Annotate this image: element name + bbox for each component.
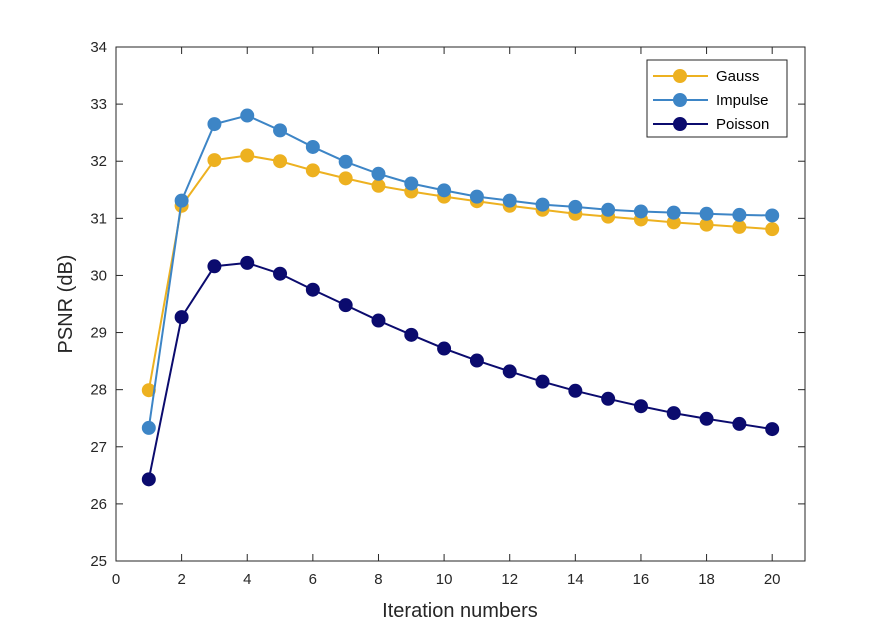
legend-entry-gauss: Gauss (653, 68, 759, 85)
y-tick-label: 28 (90, 382, 107, 399)
data-point-impulse (633, 204, 648, 219)
data-point-poisson (765, 422, 780, 437)
y-tick-label: 32 (90, 153, 107, 170)
data-point-impulse (666, 205, 681, 220)
data-point-gauss (240, 148, 255, 163)
x-tick-label: 8 (374, 571, 382, 588)
data-point-gauss (765, 222, 780, 237)
data-point-impulse (338, 154, 353, 169)
legend-label-impulse: Impulse (716, 92, 769, 109)
y-tick-label: 30 (90, 267, 107, 284)
legend-label-poisson: Poisson (716, 116, 769, 133)
data-point-gauss (207, 153, 222, 168)
data-point-poisson (305, 282, 320, 297)
y-tick-label: 27 (90, 439, 107, 456)
data-point-poisson (371, 313, 386, 328)
data-point-impulse (273, 123, 288, 138)
data-point-poisson (404, 327, 419, 342)
legend-label-gauss: Gauss (716, 68, 759, 85)
data-point-impulse (568, 199, 583, 214)
y-tick-label: 31 (90, 210, 107, 227)
y-tick-label: 25 (90, 553, 107, 570)
data-point-poisson (535, 374, 550, 389)
y-tick-label: 33 (90, 96, 107, 113)
data-point-gauss (338, 171, 353, 186)
x-axis-label: Iteration numbers (382, 600, 538, 622)
ticks-layer: 0 2 4 6 8 10 12 14 16 18 20 25 26 27 28 29 30 31 32 33 34 (90, 39, 805, 588)
data-point-poisson (273, 266, 288, 281)
x-tick-label: 20 (764, 571, 781, 588)
data-point-impulse (174, 193, 189, 208)
legend-marker-impulse (673, 93, 687, 107)
data-point-impulse (502, 193, 517, 208)
data-point-gauss (141, 383, 156, 398)
x-tick-label: 18 (698, 571, 715, 588)
y-tick-label: 29 (90, 325, 107, 342)
data-point-poisson (240, 255, 255, 270)
data-point-impulse (535, 197, 550, 212)
data-point-poisson (437, 341, 452, 356)
x-tick-label: 16 (633, 571, 650, 588)
x-tick-label: 14 (567, 571, 584, 588)
data-point-poisson (601, 391, 616, 406)
data-point-impulse (601, 202, 616, 217)
legend-entry-impulse: Impulse (653, 92, 769, 109)
series-impulse (141, 108, 780, 435)
legend-marker-poisson (673, 117, 687, 131)
data-point-poisson (174, 310, 189, 325)
data-point-impulse (305, 139, 320, 154)
legend-entry-poisson: Poisson (653, 116, 769, 133)
data-point-gauss (732, 219, 747, 234)
axes-box (115, 46, 806, 562)
data-point-gauss (305, 163, 320, 178)
y-tick-label: 26 (90, 496, 107, 513)
data-point-poisson (207, 259, 222, 274)
data-point-impulse (207, 117, 222, 132)
series-layer (141, 108, 780, 487)
x-tick-label: 0 (112, 571, 120, 588)
data-point-poisson (338, 298, 353, 313)
data-point-poisson (732, 416, 747, 431)
data-point-poisson (568, 383, 583, 398)
data-point-poisson (469, 353, 484, 368)
data-point-impulse (469, 189, 484, 204)
data-point-impulse (404, 176, 419, 191)
series-poisson (141, 255, 780, 487)
data-point-impulse (732, 207, 747, 222)
data-point-poisson (633, 399, 648, 414)
data-point-gauss (273, 154, 288, 169)
data-point-poisson (502, 364, 517, 379)
data-point-impulse (765, 208, 780, 223)
legend: Gauss Impulse Poisson (646, 59, 788, 138)
x-tick-label: 10 (436, 571, 453, 588)
data-point-poisson (141, 472, 156, 487)
x-tick-label: 12 (501, 571, 518, 588)
data-point-poisson (666, 406, 681, 421)
legend-marker-gauss (673, 69, 687, 83)
y-tick-label: 34 (90, 39, 107, 56)
x-tick-label: 4 (243, 571, 251, 588)
data-point-impulse (371, 166, 386, 181)
data-point-impulse (141, 420, 156, 435)
data-point-impulse (699, 206, 714, 221)
data-point-poisson (699, 411, 714, 426)
x-tick-label: 2 (177, 571, 185, 588)
data-point-gauss (371, 178, 386, 193)
y-axis-label: PSNR (dB) (55, 255, 77, 354)
data-point-impulse (437, 183, 452, 198)
x-tick-label: 6 (309, 571, 317, 588)
data-point-impulse (240, 108, 255, 123)
